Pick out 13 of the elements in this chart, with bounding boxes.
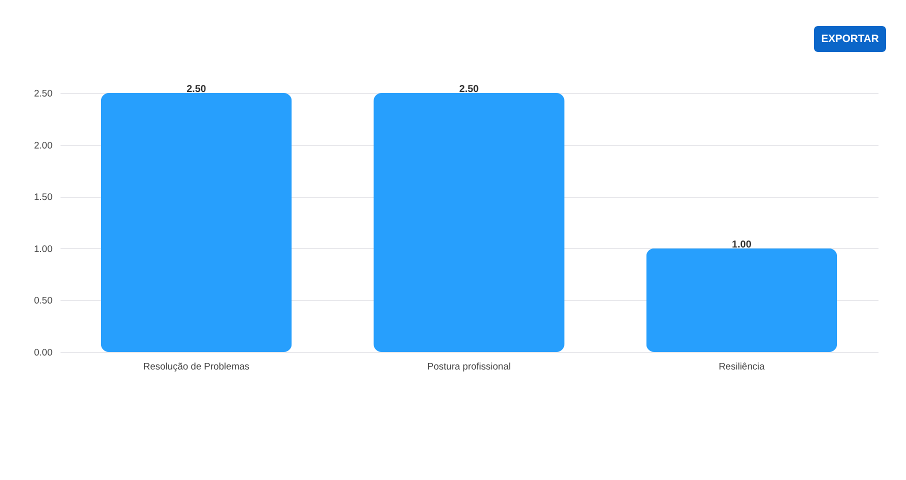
- data-label: 2.50: [186, 84, 206, 95]
- x-tick-label: Resiliência: [718, 362, 766, 372]
- y-tick-label: 2.50: [34, 88, 52, 100]
- text: EXPORTAR: [821, 33, 880, 45]
- y-tick-label: 2.00: [34, 140, 52, 152]
- y-tick-label: 1.50: [34, 192, 52, 204]
- y-tick-label: 1.00: [34, 244, 52, 255]
- data-label: 2.50: [459, 84, 480, 95]
- x-tick-label: Resolução de Problemas: [143, 362, 250, 372]
- y-tick-label: 0.50: [34, 296, 52, 307]
- x-tick-label: Postura profissional: [427, 362, 511, 372]
- y-tick-label: 0.00: [34, 348, 52, 358]
- data-label: 1.00: [732, 239, 752, 250]
